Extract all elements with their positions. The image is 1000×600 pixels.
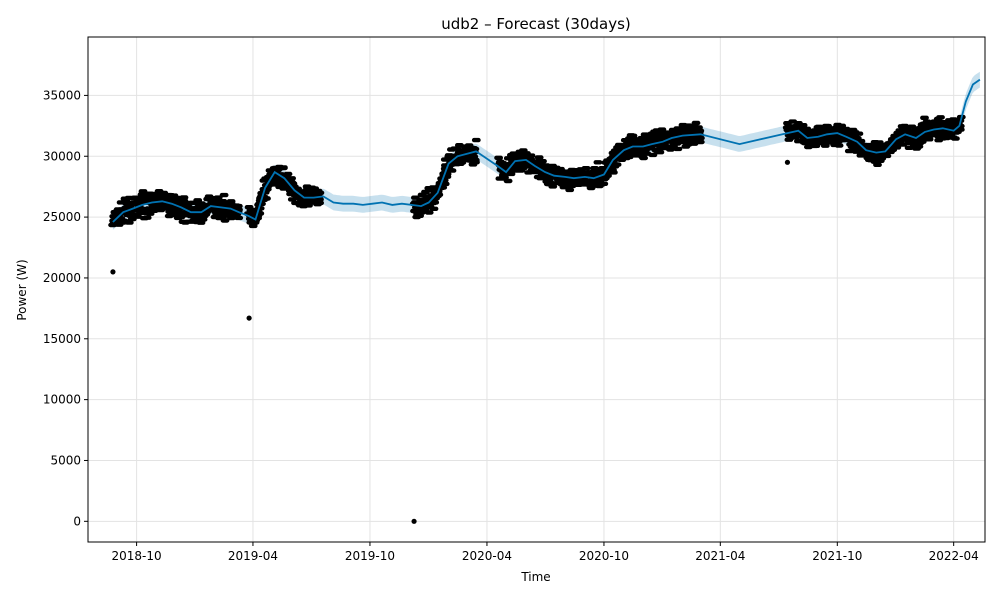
forecast-line <box>112 78 981 223</box>
x-tick-label: 2022-04 <box>929 549 979 563</box>
forecast-line-layer <box>112 78 981 223</box>
outlier-point <box>246 315 252 321</box>
x-tick-label: 2019-04 <box>228 549 278 563</box>
y-tick-label: 10000 <box>43 393 81 407</box>
observations-layer <box>108 114 966 524</box>
outlier-point <box>110 269 116 275</box>
y-tick-label: 30000 <box>43 149 81 163</box>
plot-area-frame <box>87 36 986 543</box>
x-axis-ticks: 2018-10 2019-04 2019-10 2020-04 2020-10 2021-… <box>112 542 979 563</box>
observation-points <box>108 189 244 228</box>
y-tick-label: 25000 <box>43 210 81 224</box>
y-tick-label: 20000 <box>43 271 81 285</box>
observation-points <box>782 114 966 167</box>
x-tick-label: 2020-04 <box>462 549 512 563</box>
x-tick-label: 2018-10 <box>112 549 162 563</box>
chart-title: udb2 – Forecast (30days) <box>441 15 631 33</box>
y-tick-label: 5000 <box>50 453 81 467</box>
y-tick-label: 35000 <box>43 88 81 102</box>
x-tick-label: 2019-10 <box>345 549 395 563</box>
y-axis-ticks: 0 5000 10000 15000 20000 25000 30000 35000 <box>43 88 88 528</box>
outlier-point <box>411 518 417 524</box>
y-tick-label: 15000 <box>43 332 81 346</box>
observation-points <box>244 164 325 229</box>
y-axis-label: Power (W) <box>15 259 29 320</box>
x-tick-label: 2021-10 <box>812 549 862 563</box>
y-tick-label: 0 <box>73 514 81 528</box>
grid-lines <box>88 37 985 542</box>
x-tick-label: 2021-04 <box>695 549 745 563</box>
outlier-point <box>784 159 791 165</box>
x-tick-label: 2020-10 <box>579 549 629 563</box>
x-axis-label: Time <box>520 570 550 584</box>
